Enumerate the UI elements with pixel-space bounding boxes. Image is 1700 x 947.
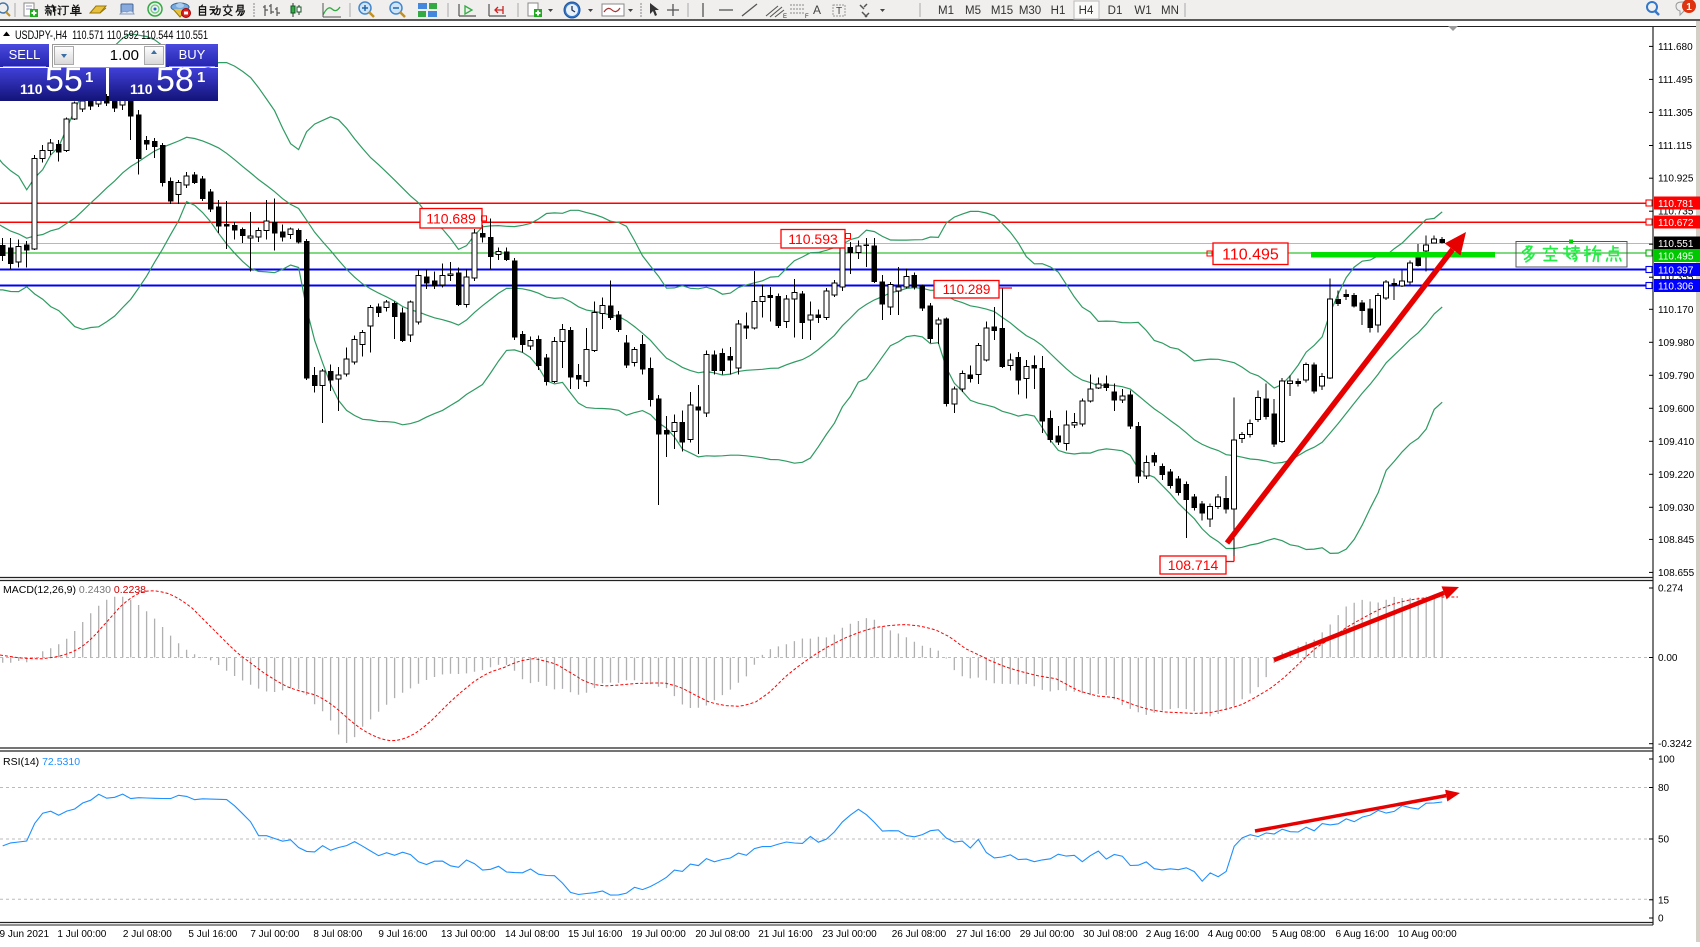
svg-text:M5: M5 [965,5,981,17]
svg-text:0.274: 0.274 [1658,584,1683,595]
svg-text:27 Jul 16:00: 27 Jul 16:00 [956,929,1011,940]
svg-text:0.00: 0.00 [1658,653,1678,664]
svg-text:9 Jul 16:00: 9 Jul 16:00 [378,929,427,940]
svg-text:26 Jul 08:00: 26 Jul 08:00 [892,929,947,940]
svg-text:13 Jul 00:00: 13 Jul 00:00 [441,929,496,940]
svg-text:19 Jul 00:00: 19 Jul 00:00 [631,929,686,940]
svg-text:8 Jul 08:00: 8 Jul 08:00 [313,929,362,940]
svg-text:80: 80 [1658,783,1670,794]
svg-text:2 Aug 16:00: 2 Aug 16:00 [1146,929,1200,940]
svg-text:2 Jul 08:00: 2 Jul 08:00 [123,929,172,940]
svg-text:110.306: 110.306 [1658,281,1694,292]
svg-text:1: 1 [1686,2,1692,13]
svg-text:D1: D1 [1108,5,1123,17]
svg-text:29 Jun 2021: 29 Jun 2021 [0,929,49,940]
svg-text:E: E [783,14,787,20]
svg-text:110.735: 110.735 [1658,207,1694,218]
svg-text:15: 15 [1658,895,1670,906]
svg-text:110.689: 110.689 [426,210,476,226]
svg-text:T: T [836,6,842,17]
svg-text:-0.3242: -0.3242 [1658,739,1692,750]
svg-text:108.714: 108.714 [1168,557,1219,573]
svg-text:111.495: 111.495 [1658,75,1693,86]
svg-text:H1: H1 [1051,5,1066,17]
svg-text:M30: M30 [1019,5,1041,17]
svg-text:H4: H4 [1079,5,1094,17]
svg-text:30 Jul 08:00: 30 Jul 08:00 [1083,929,1138,940]
svg-text:109.410: 109.410 [1658,437,1695,448]
svg-text:110.672: 110.672 [1658,218,1694,229]
svg-text:0: 0 [1658,914,1664,925]
svg-text:110.781: 110.781 [1658,199,1694,210]
svg-text:15 Jul 16:00: 15 Jul 16:00 [568,929,623,940]
svg-text:W1: W1 [1134,5,1151,17]
svg-text:110.170: 110.170 [1658,305,1694,316]
svg-text:50: 50 [1658,835,1670,846]
svg-text:111.305: 111.305 [1658,108,1693,119]
svg-text:109.600: 109.600 [1658,404,1695,415]
svg-text:108.655: 108.655 [1658,568,1695,579]
svg-text:6 Aug 16:00: 6 Aug 16:00 [1336,929,1390,940]
svg-text:A: A [813,3,821,17]
svg-text:109.220: 109.220 [1658,470,1695,481]
svg-text:110.551: 110.551 [1658,239,1694,250]
svg-text:23 Jul 00:00: 23 Jul 00:00 [822,929,877,940]
svg-text:7 Jul 00:00: 7 Jul 00:00 [250,929,299,940]
svg-text:M1: M1 [938,5,954,17]
svg-text:100: 100 [1658,755,1675,766]
svg-text:29 Jul 00:00: 29 Jul 00:00 [1020,929,1075,940]
svg-text:MACD(12,26,9) 0.2430 0.2238: MACD(12,26,9) 0.2430 0.2238 [3,584,146,596]
svg-text:111.115: 111.115 [1658,141,1692,152]
svg-text:108.845: 108.845 [1658,535,1695,546]
svg-text:110.397: 110.397 [1658,265,1694,276]
svg-text:14 Jul 08:00: 14 Jul 08:00 [505,929,560,940]
svg-text:USDJPY-,H4 110.571 110.592 11: USDJPY-,H4 110.571 110.592 110.544 110.5… [15,30,208,42]
svg-text:110.925: 110.925 [1658,174,1694,185]
svg-text:110.495: 110.495 [1222,247,1279,264]
svg-text:1 Jul 00:00: 1 Jul 00:00 [57,929,106,940]
svg-text:110.593: 110.593 [788,231,838,247]
svg-text:111.680: 111.680 [1658,42,1693,53]
svg-text:20 Jul 08:00: 20 Jul 08:00 [695,929,750,940]
svg-text:109.030: 109.030 [1658,503,1695,514]
svg-text:M15: M15 [991,5,1013,17]
svg-text:109.980: 109.980 [1658,338,1695,349]
svg-text:F: F [805,14,809,20]
svg-text:10 Aug 00:00: 10 Aug 00:00 [1398,929,1457,940]
svg-text:5 Jul 16:00: 5 Jul 16:00 [188,929,237,940]
svg-text:4 Aug 00:00: 4 Aug 00:00 [1208,929,1262,940]
svg-text:110.289: 110.289 [943,282,991,297]
svg-text:MN: MN [1161,5,1179,17]
svg-text:RSI(14) 72.5310: RSI(14) 72.5310 [3,756,80,768]
svg-text:21 Jul 16:00: 21 Jul 16:00 [758,929,813,940]
svg-text:5 Aug 08:00: 5 Aug 08:00 [1272,929,1326,940]
svg-text:109.790: 109.790 [1658,371,1695,382]
svg-text:110.495: 110.495 [1658,251,1694,262]
svg-text:110.355: 110.355 [1658,273,1694,284]
